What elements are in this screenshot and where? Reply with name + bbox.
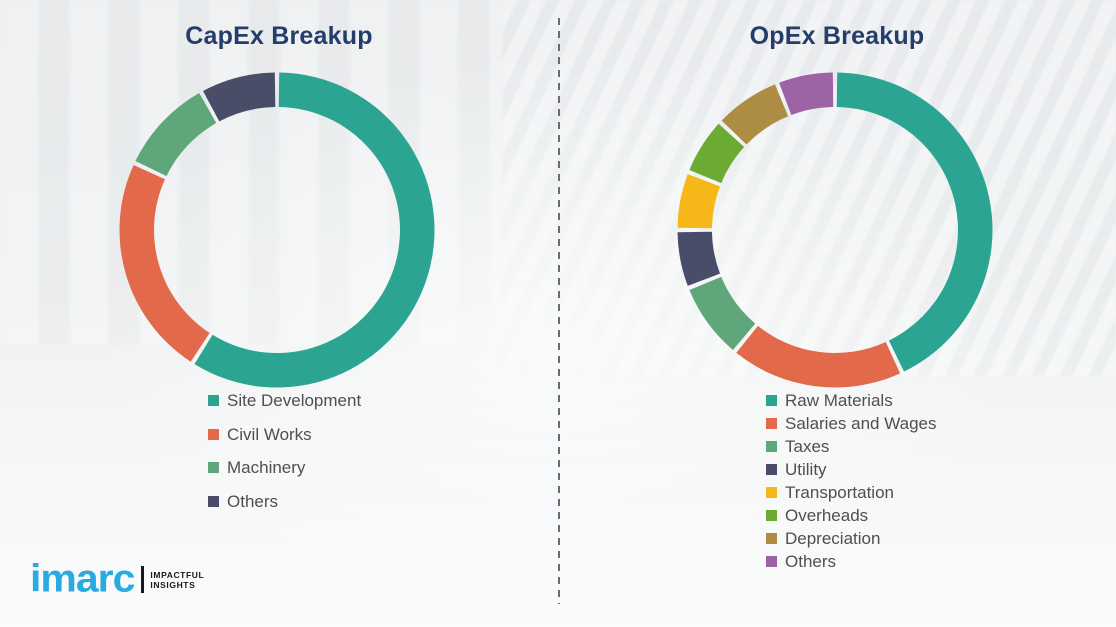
capex-title: CapEx Breakup bbox=[185, 22, 373, 50]
legend-color-swatch-icon bbox=[208, 428, 219, 440]
legend-item-transportation: Transportation bbox=[766, 484, 937, 501]
legend-label: Civil Works bbox=[227, 424, 312, 444]
legend-label: Site Development bbox=[227, 391, 362, 410]
opex-breakup-segment-depreciation bbox=[721, 84, 789, 145]
legend-label: Transportation bbox=[785, 483, 894, 502]
capex-breakup-segment-site-development bbox=[194, 72, 435, 388]
legend-label: Salaries and Wages bbox=[785, 414, 937, 433]
capex-breakup-segment-civil-works bbox=[119, 164, 210, 362]
opex-breakup-segment-taxes bbox=[689, 276, 756, 350]
legend-color-swatch-icon bbox=[766, 464, 777, 475]
legend-item-taxes: Taxes bbox=[766, 438, 937, 455]
capex-panel: CapEx Breakup Site Development Civil Work… bbox=[119, 22, 435, 526]
legend-label: Taxes bbox=[785, 437, 830, 456]
legend-color-swatch-icon bbox=[766, 556, 777, 567]
capex-legend: Site Development Civil Works Machinery Othe… bbox=[208, 392, 361, 526]
legend-color-swatch-icon bbox=[208, 395, 219, 406]
legend-label: Others bbox=[227, 491, 279, 511]
legend-item-others: Others bbox=[766, 553, 937, 570]
legend-item-raw-materials: Raw Materials bbox=[766, 392, 937, 409]
legend-label: Overheads bbox=[785, 506, 869, 525]
capex-breakup-segment-machinery bbox=[135, 93, 217, 177]
legend-item-civil-works: Civil Works bbox=[208, 426, 361, 443]
legend-label: Others bbox=[785, 552, 837, 571]
legend-color-swatch-icon bbox=[766, 418, 777, 429]
legend-color-swatch-icon bbox=[208, 462, 219, 473]
opex-legend: Raw Materials Salaries and Wages Taxes Util… bbox=[766, 392, 937, 576]
opex-breakup-segment-overheads bbox=[689, 123, 745, 184]
legend-label: Depreciation bbox=[785, 529, 881, 548]
legend-item-site-development: Site Development bbox=[208, 392, 361, 409]
legend-color-swatch-icon bbox=[766, 533, 777, 544]
logo-tagline-line2: INSIGHTS bbox=[150, 579, 196, 590]
capex-donut-chart bbox=[119, 72, 435, 388]
legend-label: Utility bbox=[785, 460, 827, 479]
opex-breakup-segment-transportation bbox=[677, 174, 721, 229]
legend-item-machinery: Machinery bbox=[208, 459, 361, 476]
opex-breakup-segment-raw-materials bbox=[836, 72, 993, 372]
legend-item-overheads: Overheads bbox=[766, 507, 937, 524]
logo-divider-bar bbox=[141, 566, 145, 593]
divider-dashed-line bbox=[558, 18, 560, 604]
opex-title: OpEx Breakup bbox=[749, 22, 925, 50]
legend-color-swatch-icon bbox=[766, 510, 777, 521]
capex-breakup-segment-others bbox=[203, 72, 276, 122]
legend-item-depreciation: Depreciation bbox=[766, 530, 937, 547]
imarc-wordmark: imarc bbox=[30, 556, 135, 600]
legend-label: Machinery bbox=[227, 458, 306, 477]
logo-tagline: IMPACTFUL INSIGHTS bbox=[150, 570, 204, 590]
legend-item-salaries-and-wages: Salaries and Wages bbox=[766, 415, 937, 432]
imarc-logo: imarc IMPACTFUL INSIGHTS bbox=[30, 558, 204, 599]
opex-donut-chart bbox=[677, 72, 993, 388]
opex-panel: OpEx Breakup Raw Materials Salaries and W… bbox=[558, 0, 1116, 627]
legend-color-swatch-icon bbox=[766, 487, 777, 498]
legend-item-others: Others bbox=[208, 493, 361, 510]
legend-item-utility: Utility bbox=[766, 461, 937, 478]
logo-tagline-line1: IMPACTFUL bbox=[150, 569, 205, 580]
opex-breakup-segment-utility bbox=[677, 231, 721, 286]
legend-label: Raw Materials bbox=[785, 391, 893, 410]
legend-color-swatch-icon bbox=[766, 395, 777, 406]
legend-color-swatch-icon bbox=[208, 495, 219, 507]
opex-breakup-segment-salaries-and-wages bbox=[736, 325, 901, 388]
legend-color-swatch-icon bbox=[766, 441, 777, 452]
opex-breakup-segment-others bbox=[779, 72, 834, 116]
